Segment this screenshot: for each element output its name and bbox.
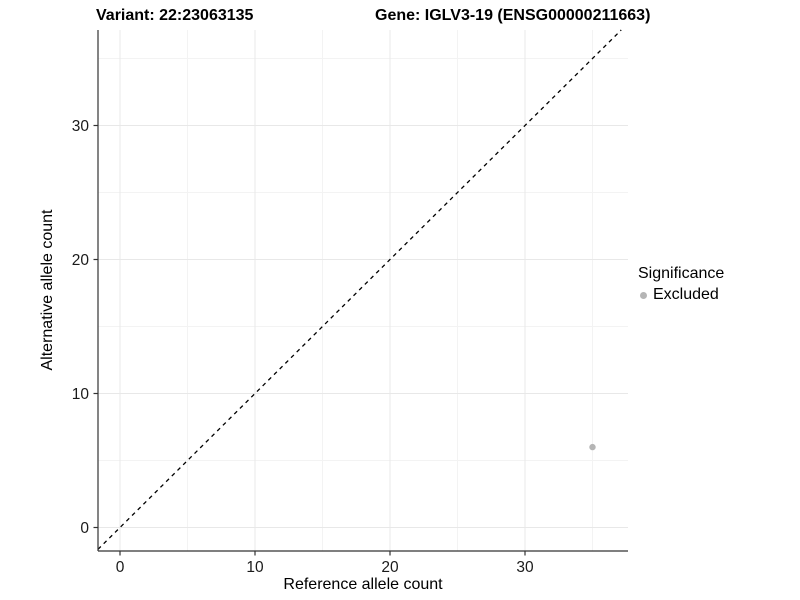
legend-item-label: Excluded <box>653 286 719 303</box>
y-tick-label: 0 <box>80 520 89 537</box>
x-axis-title: Reference allele count <box>283 576 443 593</box>
x-tick-label: 20 <box>381 559 399 576</box>
legend-title: Significance <box>638 265 725 282</box>
legend-key-dot <box>640 291 647 299</box>
y-tick-label: 10 <box>72 386 90 403</box>
plot-title-variant: Variant: 22:23063135 <box>96 7 254 24</box>
plot-title-gene: Gene: IGLV3-19 (ENSG00000211663) <box>375 7 651 24</box>
y-axis-title: Alternative allele count <box>39 209 56 371</box>
identity-dashed-line <box>97 29 622 550</box>
data-point-excluded <box>589 443 596 451</box>
x-tick-label: 10 <box>246 559 264 576</box>
legend-item: Excluded <box>634 286 724 304</box>
legend-items: Excluded <box>634 286 724 304</box>
legend: Significance Excluded <box>634 265 724 304</box>
x-tick-label: 30 <box>516 559 534 576</box>
x-tick-label: 0 <box>116 559 125 576</box>
y-tick-label: 30 <box>72 118 90 135</box>
y-tick-label: 20 <box>72 252 90 269</box>
